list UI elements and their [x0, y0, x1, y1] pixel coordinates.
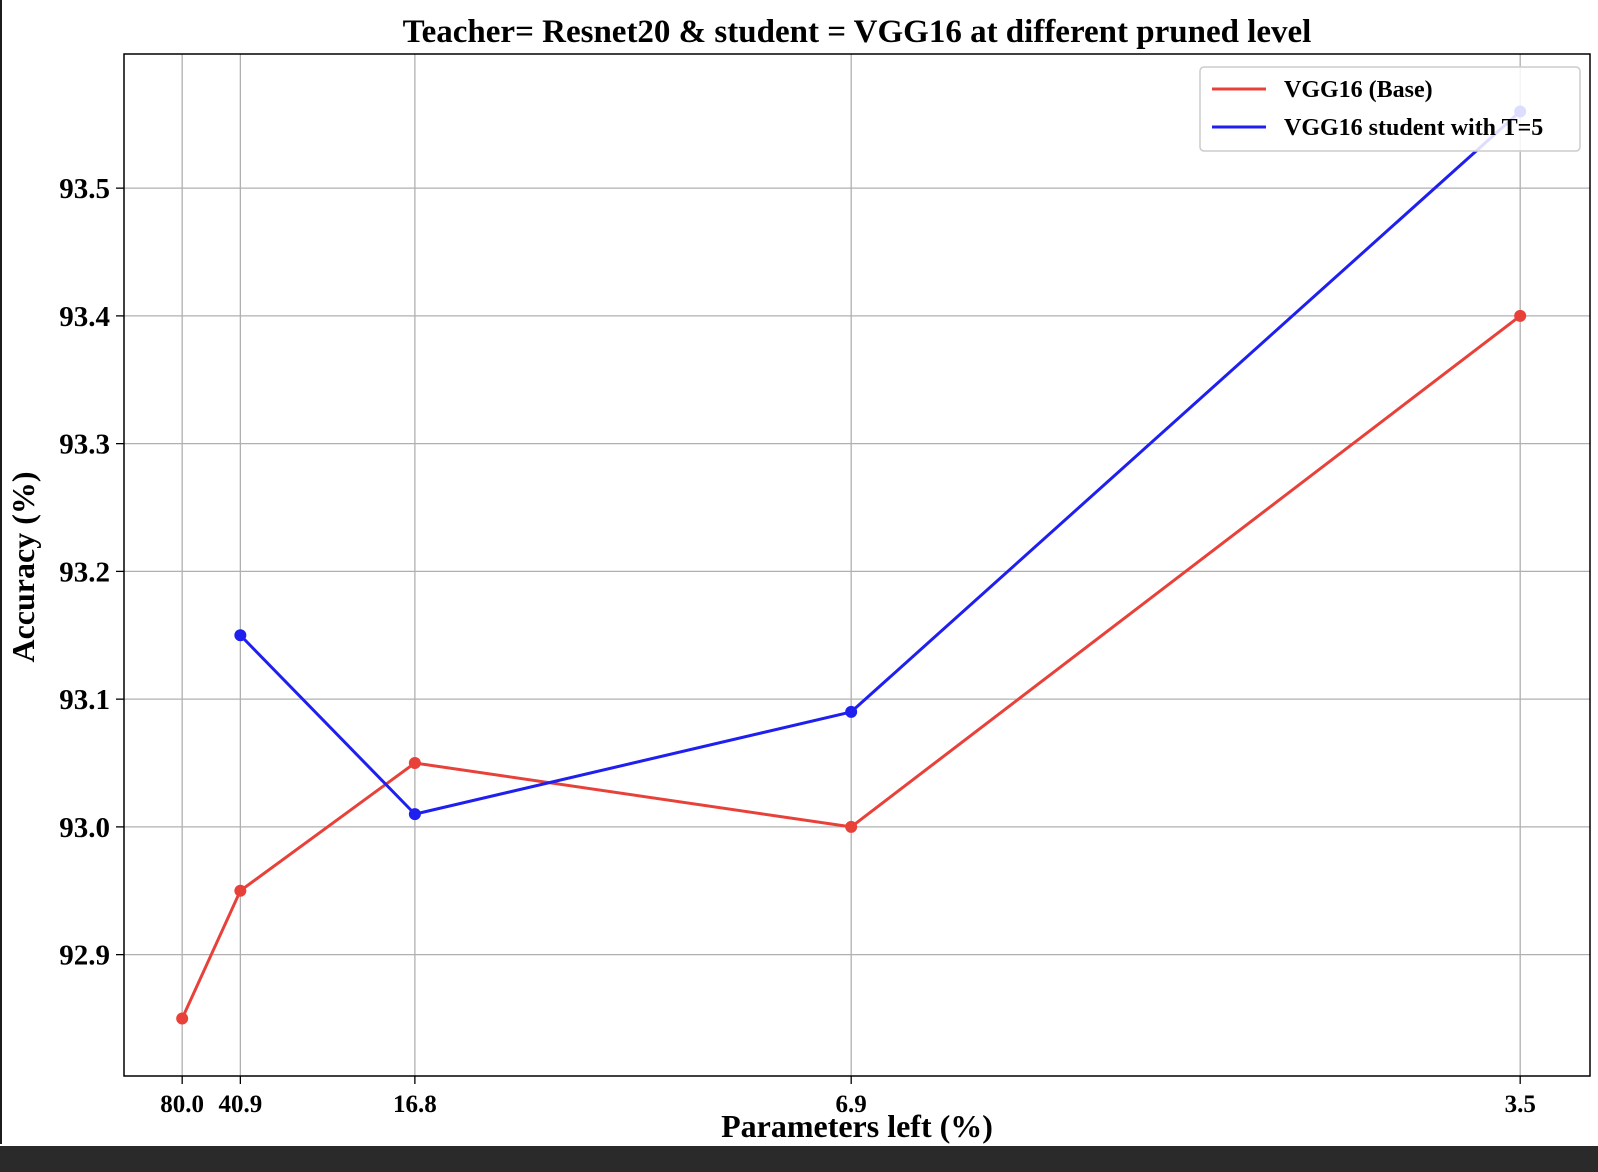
y-tick-label: 93.5	[59, 173, 110, 205]
legend-item: VGG16 (Base)	[1212, 77, 1433, 103]
x-tick-label: 3.5	[1505, 1091, 1536, 1118]
x-tick-label: 80.0	[160, 1091, 204, 1118]
legend: VGG16 (Base) VGG16 student with T=5	[1199, 66, 1581, 152]
series-0	[176, 309, 1527, 1025]
y-tick-label: 93.4	[59, 301, 110, 333]
x-axis-ticks: 80.0 40.9 16.8 6.9 3.5	[160, 1076, 1536, 1118]
data-point	[1514, 309, 1527, 322]
data-point	[234, 629, 247, 642]
x-tick-label: 6.9	[836, 1091, 867, 1118]
y-tick-label: 92.9	[59, 940, 110, 972]
y-axis-label: Accuracy (%)	[5, 471, 41, 662]
legend-item: VGG16 student with T=5	[1212, 115, 1543, 141]
data-point	[408, 757, 421, 770]
plot-area-frame	[123, 53, 1591, 1077]
data-point	[234, 884, 247, 897]
y-tick-label: 93.3	[59, 429, 110, 461]
x-tick-label: 40.9	[218, 1091, 262, 1118]
data-point	[845, 820, 858, 833]
y-tick-label: 93.0	[59, 812, 110, 844]
y-axis-ticks: 92.9 93.0 93.1 93.2 93.3 93.4 93.5	[59, 173, 124, 972]
line-chart: Teacher= Resnet20 & student = VGG16 at d…	[5, 14, 1591, 1144]
data-point	[408, 808, 421, 821]
y-tick-label: 93.1	[59, 684, 110, 716]
series-1	[234, 105, 1527, 821]
y-tick-label: 93.2	[59, 556, 110, 588]
series-layer	[176, 105, 1527, 1025]
data-point	[176, 1012, 189, 1025]
chart-title: Teacher= Resnet20 & student = VGG16 at d…	[403, 14, 1312, 50]
legend-label: VGG16 (Base)	[1284, 77, 1433, 103]
data-point	[845, 705, 858, 718]
figure-frame: Teacher= Resnet20 & student = VGG16 at d…	[0, 0, 1591, 1144]
legend-box	[1199, 66, 1581, 152]
series-line	[239, 110, 1522, 816]
x-axis-label: Parameters left (%)	[721, 1108, 993, 1144]
legend-label: VGG16 student with T=5	[1284, 115, 1543, 141]
x-tick-label: 16.8	[393, 1091, 437, 1118]
grid-lines	[124, 54, 1590, 1076]
window-bottom-strip	[0, 1146, 1598, 1172]
